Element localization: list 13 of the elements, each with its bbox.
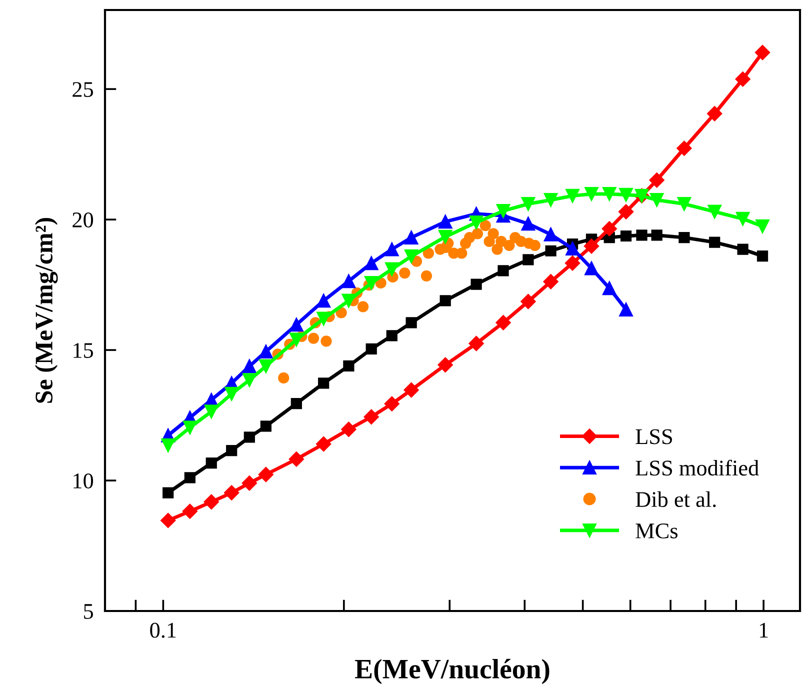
y-tick-label: 25 <box>72 82 94 97</box>
legend-label: LSS <box>636 429 672 444</box>
y-tick-label: 5 <box>84 604 94 619</box>
y-tick-label: 20 <box>72 212 94 228</box>
x-tick-label: 0.1 <box>150 622 176 638</box>
legend-label: LSS modified <box>636 460 759 476</box>
y-tick-label: 10 <box>74 473 94 488</box>
y-axis-title: Se (MeV/mg/cm²) <box>34 218 58 403</box>
legend-label: MCs <box>636 523 678 538</box>
y-tick-label: 15 <box>74 343 94 358</box>
legend-label: Dib et al. <box>636 491 716 508</box>
x-tick-label: 1 <box>760 622 768 638</box>
x-axis-title: E(MeV/nucléon) <box>354 658 550 684</box>
